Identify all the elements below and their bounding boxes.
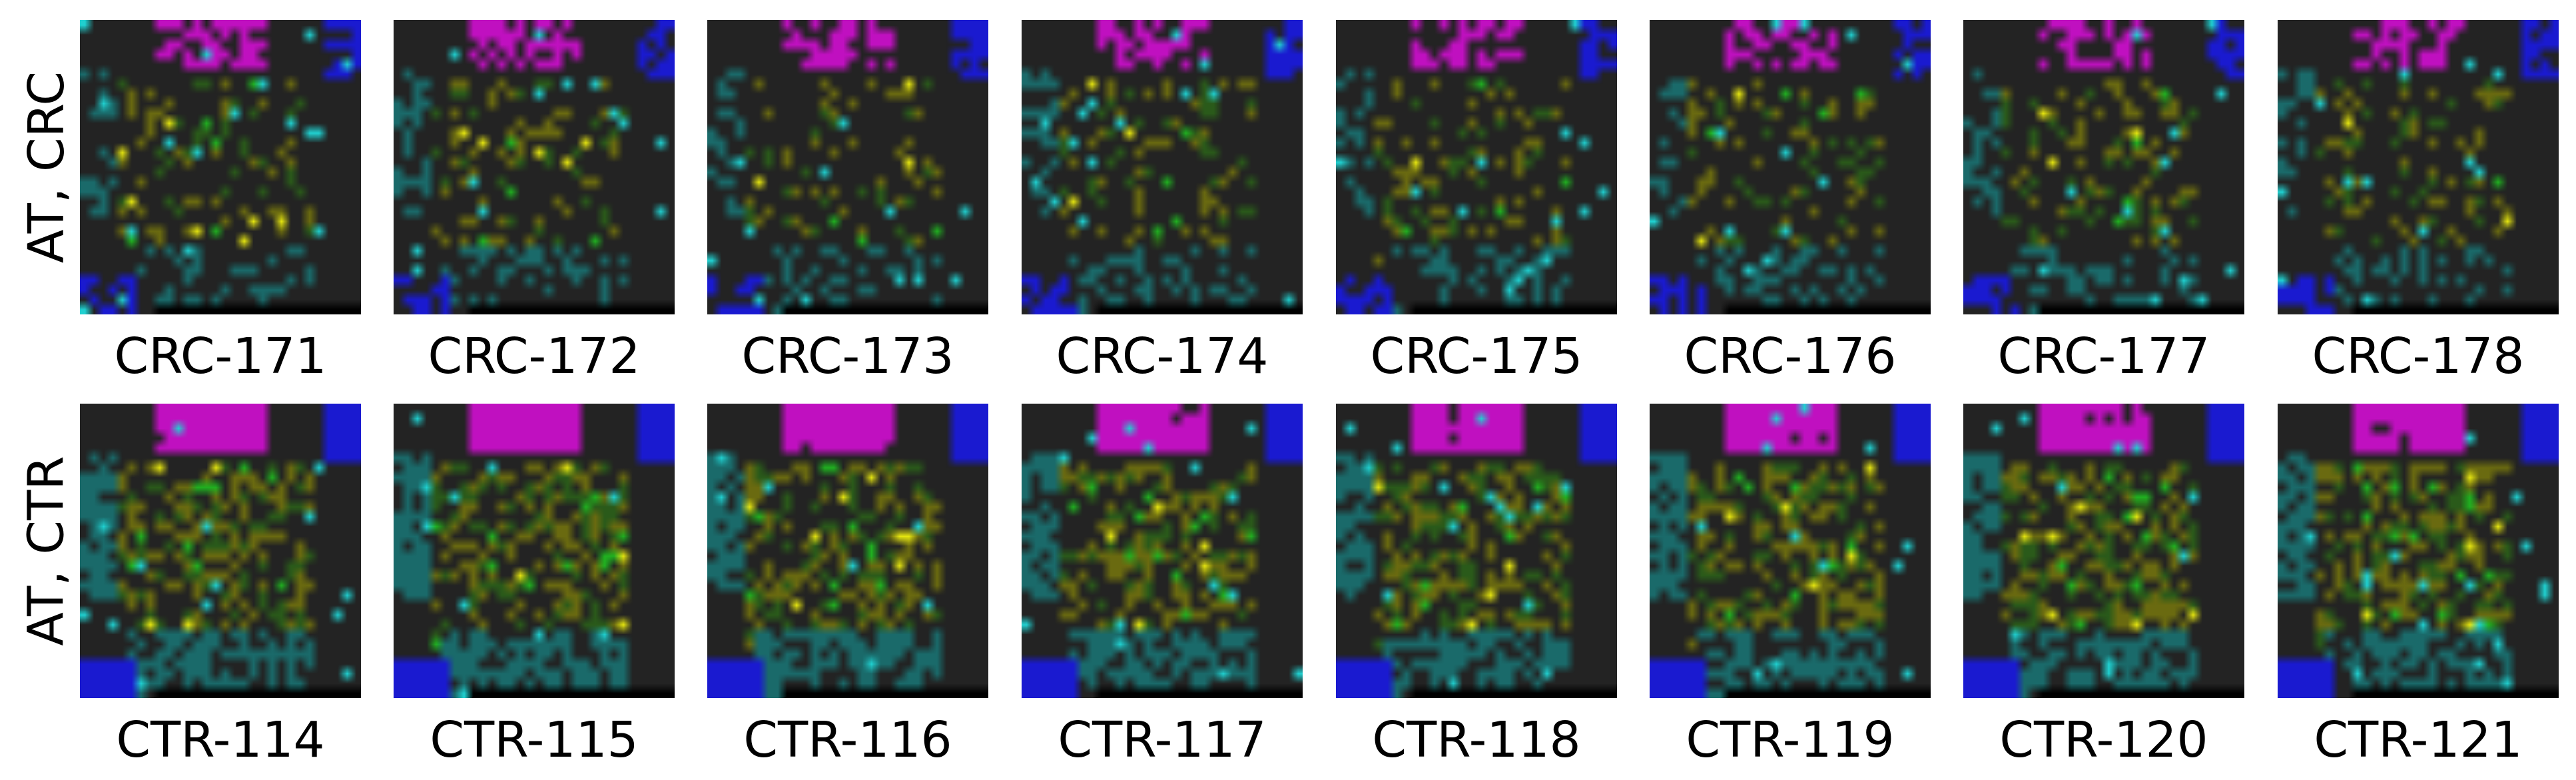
tile-ctr-115: CTR-115 bbox=[394, 404, 675, 769]
tile-crc-174: CRC-174 bbox=[1022, 20, 1303, 385]
tile-label: CRC-177 bbox=[1997, 328, 2210, 385]
tile-crc-176: CRC-176 bbox=[1650, 20, 1931, 385]
tile-ctr-116: CTR-116 bbox=[707, 404, 988, 769]
tile-label: CTR-118 bbox=[1372, 711, 1581, 769]
tile-image bbox=[707, 404, 988, 698]
row-label-at-crc: AT, CRC bbox=[18, 71, 76, 264]
tile-image bbox=[394, 20, 675, 314]
row-label-at-ctr: AT, CTR bbox=[18, 456, 76, 646]
tile-crc-175: CRC-175 bbox=[1336, 20, 1617, 385]
tile-crc-177: CRC-177 bbox=[1963, 20, 2244, 385]
tile-label: CTR-117 bbox=[1058, 711, 1267, 769]
tile-image bbox=[2278, 404, 2559, 698]
tile-image bbox=[1963, 20, 2244, 314]
tile-crc-172: CRC-172 bbox=[394, 20, 675, 385]
tile-label: CRC-178 bbox=[2312, 328, 2525, 385]
tile-ctr-121: CTR-121 bbox=[2278, 404, 2559, 769]
tile-image bbox=[1022, 404, 1303, 698]
tile-label: CRC-173 bbox=[741, 328, 954, 385]
tile-image bbox=[1336, 20, 1617, 314]
tile-ctr-120: CTR-120 bbox=[1963, 404, 2244, 769]
tile-label: CRC-176 bbox=[1684, 328, 1897, 385]
tile-ctr-117: CTR-117 bbox=[1022, 404, 1303, 769]
tile-label: CTR-120 bbox=[1999, 711, 2208, 769]
tile-crc-173: CRC-173 bbox=[707, 20, 988, 385]
tile-label: CRC-171 bbox=[114, 328, 327, 385]
tile-image bbox=[80, 404, 361, 698]
tile-image bbox=[1650, 404, 1931, 698]
tile-ctr-119: CTR-119 bbox=[1650, 404, 1931, 769]
tile-label: CTR-115 bbox=[430, 711, 639, 769]
tile-crc-178: CRC-178 bbox=[2278, 20, 2559, 385]
tile-image bbox=[1963, 404, 2244, 698]
tile-label: CTR-114 bbox=[116, 711, 325, 769]
tile-ctr-118: CTR-118 bbox=[1336, 404, 1617, 769]
tile-image bbox=[707, 20, 988, 314]
tile-label: CRC-175 bbox=[1370, 328, 1583, 385]
tile-ctr-114: CTR-114 bbox=[80, 404, 361, 769]
tile-label: CTR-121 bbox=[2314, 711, 2523, 769]
tile-image bbox=[2278, 20, 2559, 314]
tile-label: CRC-172 bbox=[428, 328, 641, 385]
tile-label: CTR-116 bbox=[743, 711, 952, 769]
tile-crc-171: CRC-171 bbox=[80, 20, 361, 385]
tile-image bbox=[394, 404, 675, 698]
tile-label: CTR-119 bbox=[1686, 711, 1895, 769]
tile-image bbox=[1336, 404, 1617, 698]
tile-image bbox=[80, 20, 361, 314]
tile-image bbox=[1022, 20, 1303, 314]
tile-image bbox=[1650, 20, 1931, 314]
tile-label: CRC-174 bbox=[1056, 328, 1269, 385]
